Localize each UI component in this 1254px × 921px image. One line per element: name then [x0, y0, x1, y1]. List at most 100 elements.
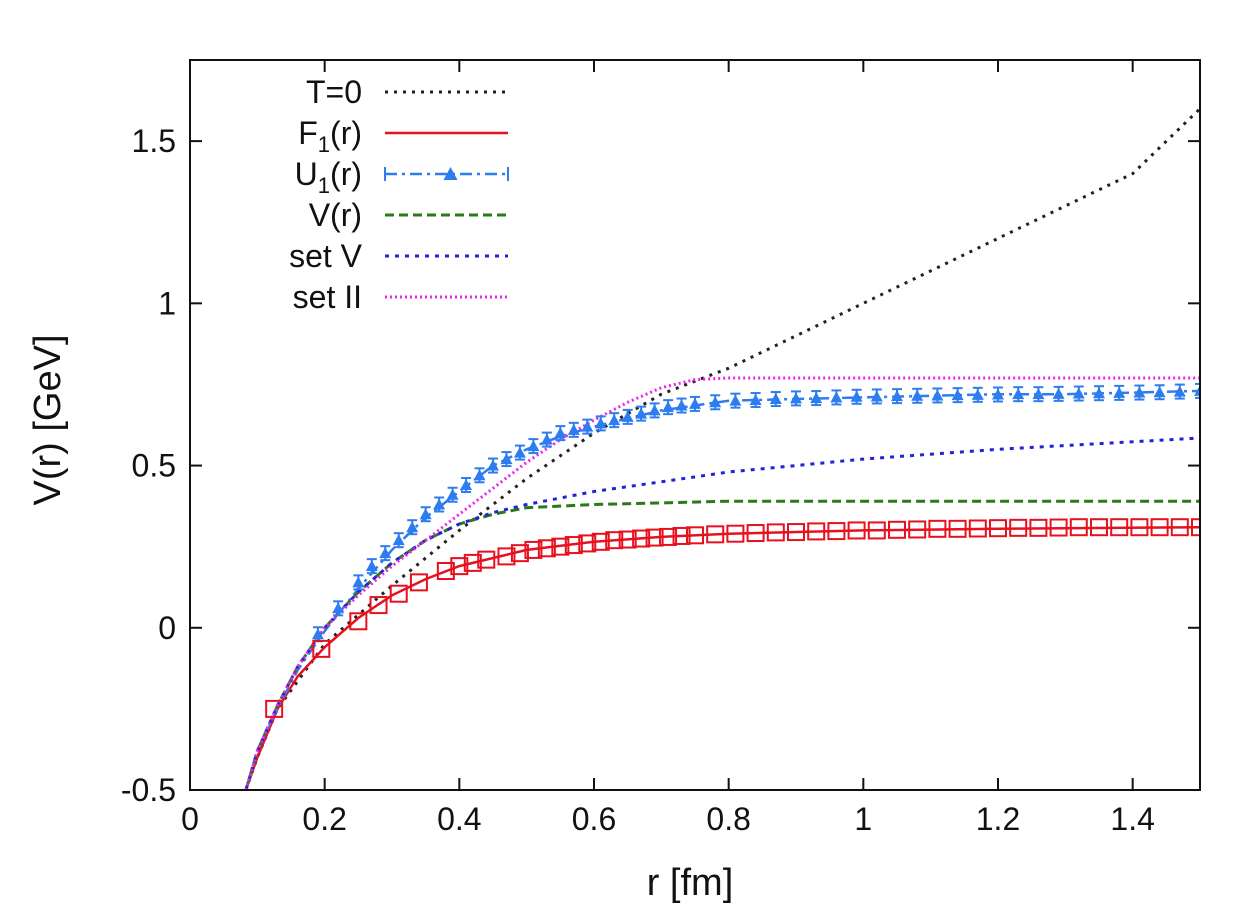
u1-marker	[648, 404, 661, 416]
legend-label-F1: F1(r)	[298, 115, 362, 157]
f1-marker	[746, 524, 765, 543]
f1-marker	[591, 532, 610, 551]
f1-marker	[510, 544, 529, 563]
plot-clip-group	[244, 107, 1200, 790]
f1-marker	[645, 528, 664, 547]
u1-marker	[379, 547, 392, 559]
x-tick-label: 0.8	[706, 801, 750, 837]
u1-marker	[709, 396, 722, 408]
u1-marker	[460, 479, 473, 491]
f1-marker	[807, 522, 826, 541]
f1-marker	[672, 526, 691, 545]
u1-marker	[951, 389, 964, 401]
legend-label-V: V(r)	[309, 197, 362, 233]
y-tick-label: -0.5	[121, 772, 176, 808]
y-tick-label: 1	[158, 285, 176, 321]
u1-marker	[675, 399, 688, 411]
y-tick-label: 0.5	[132, 448, 176, 484]
u1-marker	[527, 440, 540, 452]
y-axis-label: V(r) [GeV]	[27, 334, 69, 505]
u1-marker	[689, 397, 701, 409]
u1-marker	[1113, 386, 1126, 398]
legend-label-setII: set II	[293, 279, 362, 315]
f1-marker	[349, 612, 368, 631]
f1-marker	[537, 539, 556, 558]
f1-marker	[1170, 518, 1189, 537]
u1-marker	[911, 389, 924, 401]
legend-label-setV: set V	[289, 238, 363, 274]
legend-label-U1: U1(r)	[295, 156, 362, 198]
u1-marker	[992, 388, 1004, 400]
x-tick-label: 1	[854, 801, 872, 837]
f1-marker	[551, 537, 570, 556]
f1-marker	[497, 547, 516, 566]
u1-marker	[365, 560, 378, 572]
u1-marker	[769, 393, 782, 405]
u1-marker	[567, 423, 580, 435]
x-tick-label: 0.2	[302, 801, 346, 837]
u1-marker	[1072, 387, 1085, 399]
f1-marker	[1110, 518, 1129, 537]
u1-marker	[635, 407, 648, 419]
x-tick-label: 0.6	[572, 801, 616, 837]
f1-marker	[706, 525, 725, 544]
legend-label-T0: T=0	[306, 74, 362, 110]
f1-marker	[968, 519, 987, 538]
f1-marker	[948, 519, 967, 538]
u1-marker	[406, 521, 419, 533]
x-axis-label: r [fm]	[647, 862, 734, 904]
f1-marker	[989, 519, 1007, 538]
x-tick-label: 0	[181, 801, 199, 837]
plot-frame	[189, 59, 1201, 791]
u1-marker	[971, 388, 984, 400]
u1-marker	[392, 534, 405, 546]
series-line-setII	[244, 376, 1200, 790]
u1-marker	[433, 498, 446, 510]
f1-marker	[265, 699, 284, 718]
u1-marker	[931, 389, 944, 401]
u1-marker	[487, 459, 499, 471]
u1-marker	[1194, 384, 1200, 396]
u1-marker	[891, 390, 903, 402]
u1-marker	[419, 508, 432, 520]
u1-marker	[1032, 388, 1045, 400]
y-tick-label: 0	[158, 610, 176, 646]
x-tick-label: 1.4	[1110, 801, 1154, 837]
f1-marker	[787, 523, 805, 542]
u1-marker	[581, 420, 594, 432]
plot-area	[244, 107, 1200, 790]
f1-marker	[450, 557, 469, 576]
f1-marker	[847, 521, 866, 540]
u1-marker	[1052, 387, 1065, 399]
u1-marker	[1012, 388, 1025, 400]
f1-marker	[888, 520, 906, 539]
f1-marker	[618, 530, 637, 549]
f1-marker	[436, 562, 455, 580]
f1-marker	[928, 519, 947, 538]
u1-marker	[513, 446, 526, 458]
series-line-T0	[244, 107, 1200, 790]
f1-marker	[312, 639, 331, 658]
f1-marker	[1009, 518, 1028, 537]
f1-marker	[578, 534, 597, 553]
x-tick-label: 1.2	[976, 801, 1020, 837]
u1-marker	[621, 410, 634, 422]
f1-marker	[524, 540, 543, 559]
f1-marker	[1049, 518, 1068, 537]
u1-marker	[500, 453, 513, 465]
f1-marker	[1130, 518, 1149, 537]
u1-marker	[749, 394, 762, 406]
f1-marker	[1029, 518, 1048, 537]
u1-marker	[473, 469, 486, 481]
f1-marker	[1191, 518, 1200, 537]
u1-marker	[1173, 385, 1186, 397]
u1-marker	[850, 390, 863, 402]
u1-marker	[662, 401, 675, 413]
f1-marker	[605, 531, 624, 550]
legend-triangle-marker	[443, 167, 458, 180]
u1-marker	[594, 417, 607, 429]
u1-marker	[446, 488, 459, 500]
u1-marker	[870, 390, 883, 402]
